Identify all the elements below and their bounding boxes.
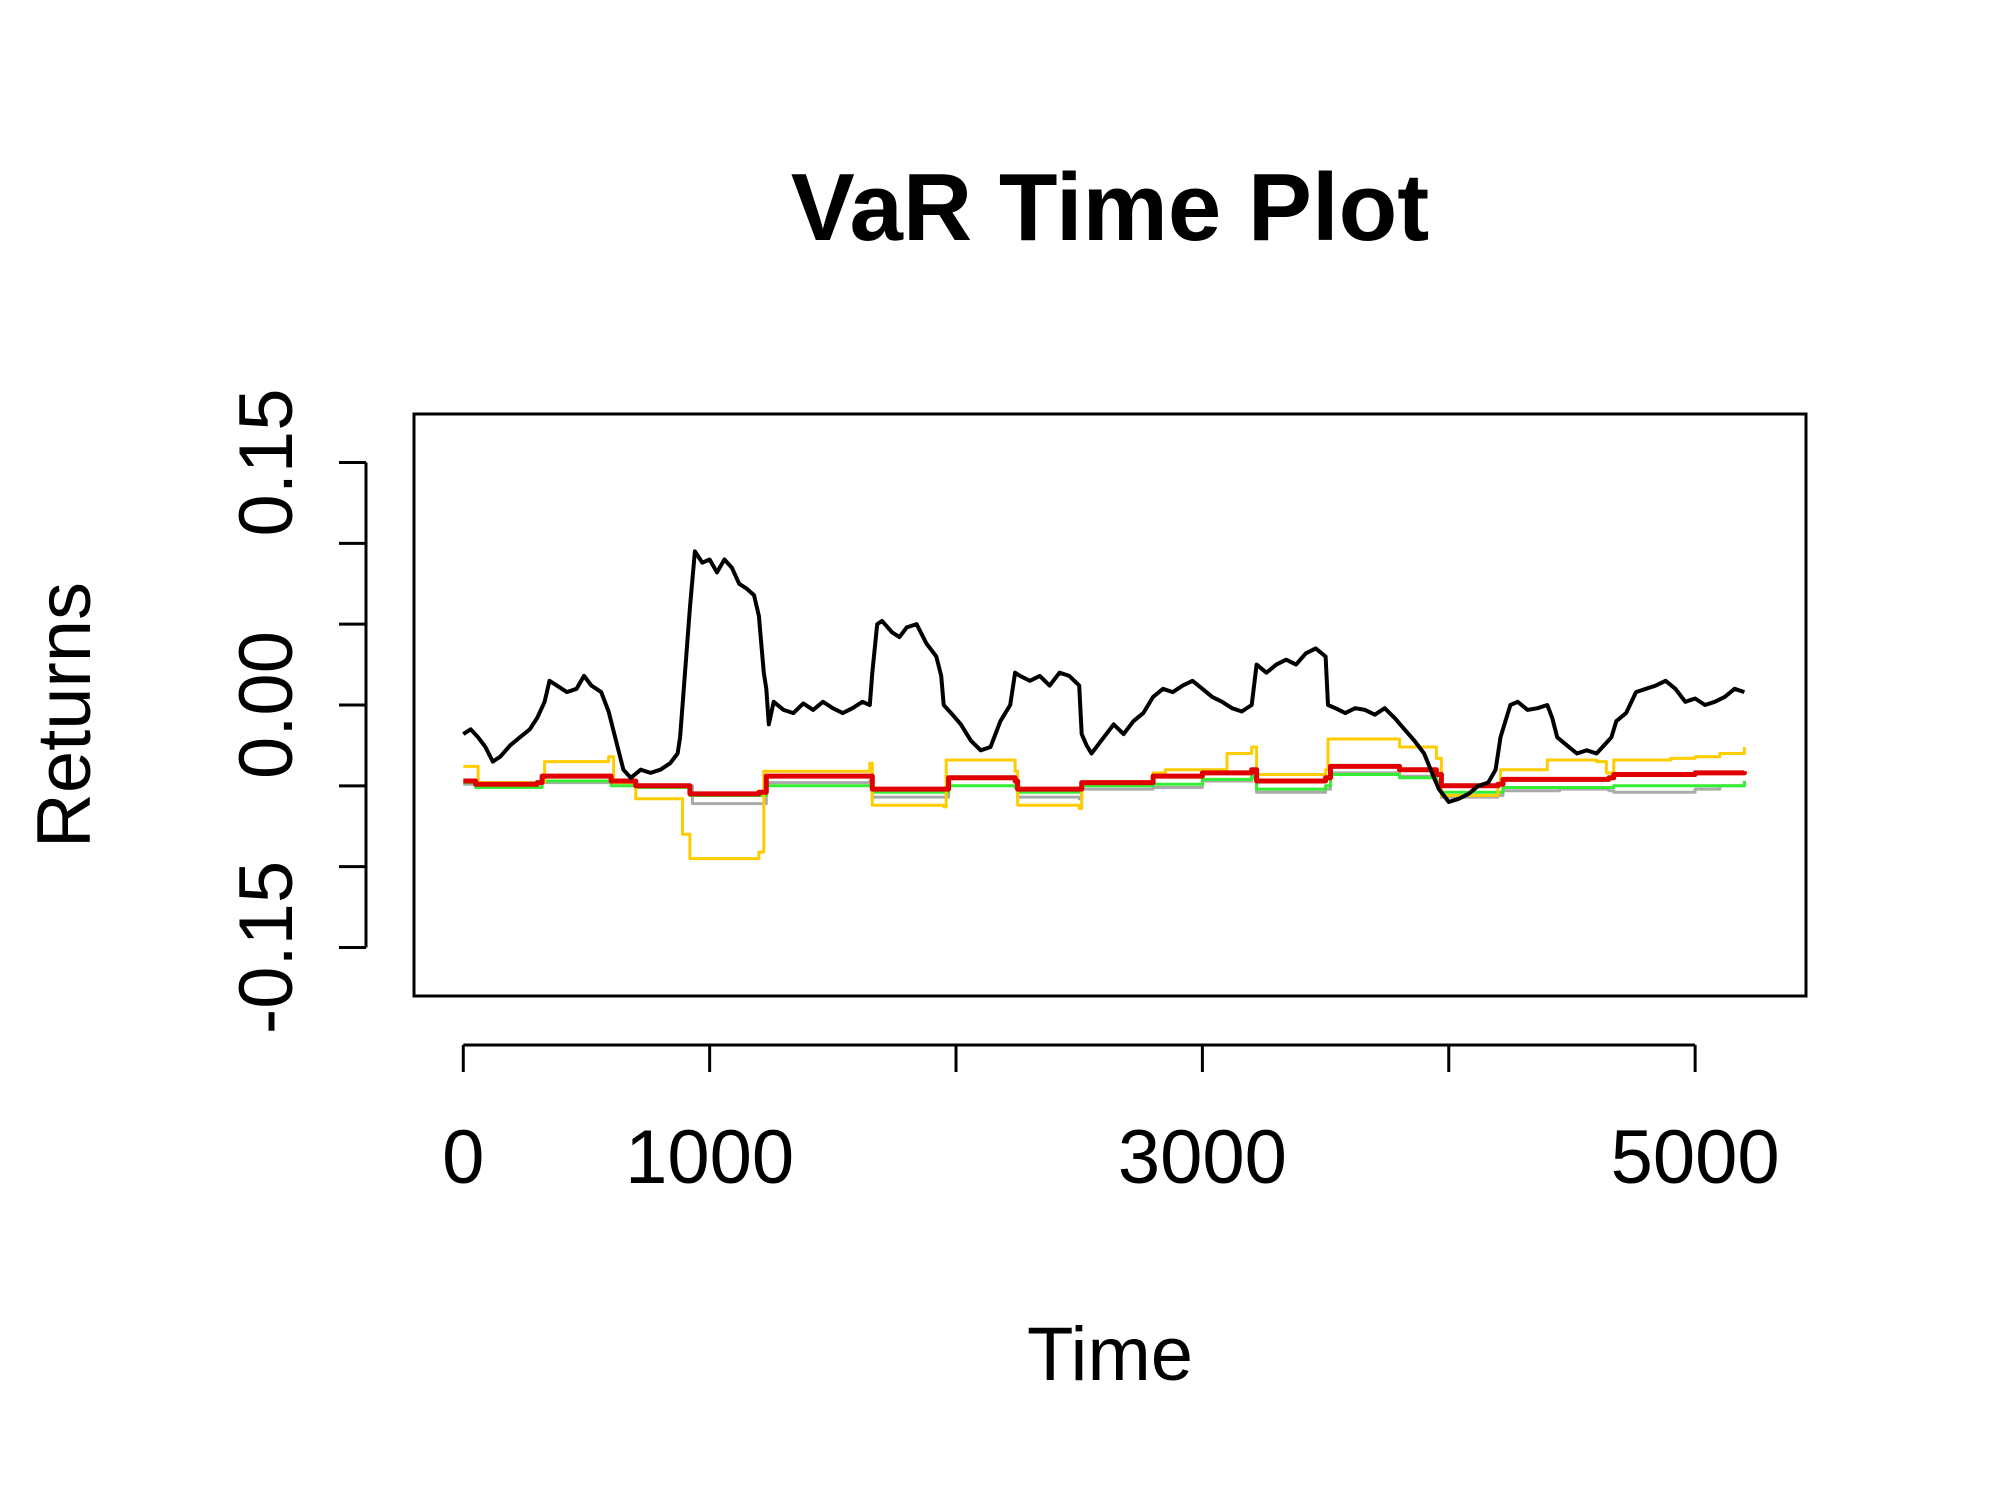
- x-tick-label: 5000: [1611, 1115, 1780, 1200]
- series-line: [462, 549, 1746, 804]
- y-axis: -0.15 0.00 0.15: [224, 389, 368, 1034]
- plot-area: [412, 412, 1808, 998]
- y-tick-label: 0.00: [224, 631, 309, 779]
- series-line: [463, 763, 1747, 797]
- series-line: [463, 737, 1746, 861]
- x-axis: 0 1000 3000 5000: [442, 1043, 1780, 1200]
- x-tick-label: 0: [442, 1115, 484, 1200]
- y-tick-label: 0.15: [224, 389, 309, 537]
- x-axis-title: Time: [1027, 1312, 1193, 1397]
- y-axis-title: Returns: [22, 582, 107, 848]
- x-tick-label: 3000: [1118, 1115, 1287, 1200]
- chart-title: VaR Time Plot: [791, 154, 1429, 261]
- x-tick-label: 1000: [625, 1115, 794, 1200]
- series-group: [462, 549, 1747, 861]
- y-tick-label: -0.15: [224, 861, 309, 1034]
